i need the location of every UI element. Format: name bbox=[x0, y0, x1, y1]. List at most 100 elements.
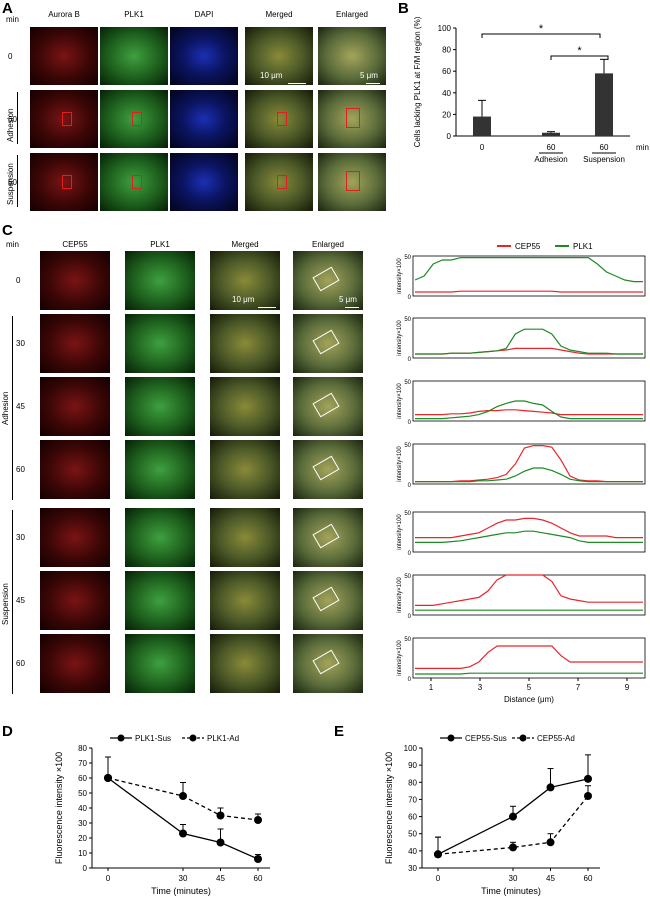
plk1-profile-line bbox=[415, 400, 643, 420]
x-tick-label: 45 bbox=[546, 874, 555, 883]
data-point bbox=[546, 838, 555, 847]
group-bracket-line bbox=[12, 510, 13, 694]
bar bbox=[595, 73, 613, 136]
micrograph-tile bbox=[125, 571, 195, 630]
significance-marker: * bbox=[577, 45, 582, 57]
data-point bbox=[546, 783, 555, 792]
row-time-label: 60 bbox=[8, 115, 17, 124]
micrograph-tile bbox=[40, 571, 110, 630]
y-tick-label: 50 bbox=[404, 255, 411, 261]
y-axis-label: intensity×100 bbox=[397, 640, 403, 676]
y-axis-label: intensity×100 bbox=[397, 446, 403, 482]
x-axis-label: Time (minutes) bbox=[481, 886, 541, 896]
micrograph-tile bbox=[40, 440, 110, 499]
row-time-label: 0 bbox=[8, 52, 13, 61]
panel-a-column-header: Aurora B bbox=[48, 10, 80, 19]
y-tick-label: 40 bbox=[408, 847, 417, 856]
y-tick-label: 0 bbox=[447, 132, 452, 141]
panel-c-column-header: PLK1 bbox=[150, 240, 170, 249]
scale-bar bbox=[258, 307, 276, 308]
y-tick-label: 50 bbox=[78, 789, 87, 798]
y-tick-label: 50 bbox=[404, 317, 411, 323]
x-tick-label: 7 bbox=[576, 683, 581, 692]
series-line bbox=[107, 777, 259, 821]
micrograph-tile bbox=[293, 440, 363, 499]
profile-frame bbox=[412, 574, 646, 616]
x-unit-label: min bbox=[636, 143, 649, 152]
data-point bbox=[509, 812, 517, 821]
row-time-label: 60 bbox=[16, 659, 25, 668]
micrograph-tile bbox=[40, 508, 110, 567]
legend-marker bbox=[117, 734, 125, 742]
profile-frame bbox=[412, 255, 646, 297]
region-box bbox=[346, 171, 360, 191]
plk1-profile-line bbox=[414, 257, 643, 283]
row-time-label: 30 bbox=[16, 339, 25, 348]
x-tick-label: 0 bbox=[436, 874, 441, 883]
micrograph-tile bbox=[125, 508, 195, 567]
legend-label: PLK1 bbox=[573, 242, 593, 251]
legend-label: CEP55 bbox=[515, 242, 541, 251]
x-tick-label: 30 bbox=[179, 874, 188, 883]
x-tick-label: 45 bbox=[216, 874, 225, 883]
panel-c-min-label: min bbox=[6, 240, 19, 249]
region-box bbox=[132, 175, 142, 189]
row-group-label: Adhesion bbox=[6, 108, 15, 142]
data-point bbox=[179, 829, 187, 838]
micrograph-tile bbox=[30, 90, 98, 148]
y-tick-label: 0 bbox=[408, 551, 412, 557]
y-tick-label: 40 bbox=[442, 89, 451, 98]
micrograph-tile bbox=[30, 153, 98, 211]
y-tick-label: 10 bbox=[78, 849, 87, 858]
y-axis-label: Fluorescence intensity ×100 bbox=[384, 752, 394, 864]
panel-label-a: A bbox=[2, 0, 13, 17]
category-label: 0 bbox=[480, 143, 485, 152]
significance-bracket bbox=[481, 33, 601, 38]
panel-c-intensity-profiles: CEP55 PLK1050intensity×100050intensity×10… bbox=[397, 242, 646, 704]
y-axis-label: Cells lacking PLK1 at F/M region (%) bbox=[413, 16, 422, 147]
y-tick-label: 100 bbox=[438, 24, 452, 33]
y-tick-label: 40 bbox=[78, 804, 87, 813]
micrograph-tile bbox=[40, 314, 110, 373]
micrograph-tile bbox=[125, 634, 195, 693]
profile-frame bbox=[412, 443, 646, 485]
plk1-profile-line bbox=[415, 672, 643, 675]
series-line bbox=[437, 778, 589, 855]
y-tick-label: 50 bbox=[404, 637, 411, 643]
data-point bbox=[584, 792, 592, 800]
data-point bbox=[584, 774, 592, 783]
data-point bbox=[254, 816, 262, 824]
y-tick-label: 50 bbox=[404, 574, 411, 580]
panel-label-c: C bbox=[2, 222, 13, 239]
cep55-profile-line bbox=[415, 574, 643, 606]
legend-label: PLK1-Sus bbox=[135, 734, 171, 743]
micrograph-tile bbox=[100, 27, 168, 85]
y-axis-label: intensity×100 bbox=[397, 258, 403, 294]
micrograph-tile bbox=[293, 377, 363, 436]
legend-marker bbox=[447, 734, 455, 742]
region-box bbox=[346, 108, 360, 128]
legend-label: CEP55-Sus bbox=[465, 734, 507, 743]
micrograph-tile bbox=[170, 153, 238, 211]
legend-label: PLK1-Ad bbox=[207, 734, 239, 743]
y-tick-label: 70 bbox=[408, 795, 417, 804]
micrograph-tile bbox=[318, 90, 386, 148]
legend-label: CEP55-Ad bbox=[537, 734, 575, 743]
x-tick-label: 3 bbox=[478, 683, 483, 692]
plk1-profile-line bbox=[415, 530, 643, 543]
y-tick-label: 70 bbox=[78, 759, 87, 768]
x-tick-label: 60 bbox=[584, 874, 593, 883]
micrograph-tile bbox=[170, 90, 238, 148]
panel-c-column-header: Enlarged bbox=[311, 240, 345, 249]
y-axis-label: intensity×100 bbox=[397, 514, 403, 550]
cep55-profile-line bbox=[415, 290, 643, 293]
micrograph-tile bbox=[210, 634, 280, 693]
scale-bar bbox=[366, 83, 380, 84]
y-axis-label: intensity×100 bbox=[397, 577, 403, 613]
profile-frame bbox=[412, 380, 646, 422]
micrograph-tile bbox=[210, 314, 280, 373]
micrograph-tile bbox=[293, 508, 363, 567]
micrograph-tile bbox=[125, 440, 195, 499]
panel-c-column-header: Merged bbox=[231, 240, 259, 249]
micrograph-tile bbox=[40, 634, 110, 693]
